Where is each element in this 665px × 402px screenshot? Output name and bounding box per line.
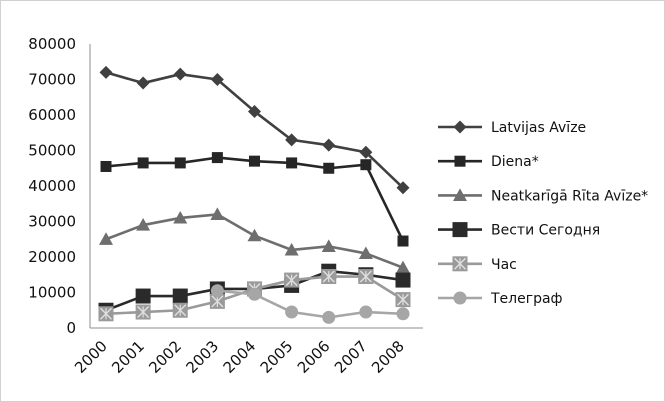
series-line: [105, 71, 404, 189]
data-point-marker: [395, 292, 411, 308]
data-point-marker: [286, 157, 298, 169]
data-point-marker: [397, 235, 409, 247]
data-point-marker: [137, 157, 149, 169]
data-point-marker: [359, 305, 373, 319]
legend-label: Вести Сегодня: [491, 223, 600, 239]
data-point-marker: [209, 293, 225, 309]
y-tick-label: 70000: [28, 71, 76, 89]
data-point-marker: [321, 239, 336, 252]
data-point-marker: [284, 272, 300, 288]
y-tick-label: 50000: [28, 142, 76, 160]
x-tick-label: 2005: [257, 337, 297, 377]
x-tick-label: 2006: [294, 337, 334, 377]
x-tick-label: 2000: [71, 337, 111, 377]
data-point-marker: [210, 207, 225, 220]
legend-item: Час: [438, 256, 517, 273]
data-point-marker: [210, 284, 224, 298]
x-tick-label: 2001: [108, 337, 148, 377]
x-tick-label: 2008: [368, 337, 408, 377]
data-point-marker: [358, 269, 374, 285]
data-point-marker: [174, 157, 186, 169]
legend-label: Latvijas Avīze: [491, 120, 586, 136]
x-tick-label: 2007: [331, 337, 371, 377]
legend-item: Вести Сегодня: [438, 222, 600, 239]
data-point-marker: [321, 269, 337, 285]
data-point-marker: [172, 302, 188, 318]
legend-item: Neatkarīgā Rīta Avīze*: [438, 188, 648, 204]
data-point-marker: [285, 133, 299, 147]
data-point-marker: [359, 145, 373, 159]
data-point-marker: [135, 288, 151, 304]
series-3: [99, 207, 410, 274]
data-point-marker: [396, 181, 410, 195]
data-point-marker: [285, 305, 299, 319]
legend-label: Час: [491, 257, 517, 273]
data-point-marker: [99, 65, 113, 79]
data-point-marker: [172, 288, 188, 304]
x-tick-label: 2004: [220, 337, 260, 377]
data-point-marker: [284, 242, 299, 256]
x-tick-label: 2003: [182, 337, 222, 377]
data-point-marker: [322, 138, 336, 152]
data-point-marker: [248, 287, 261, 301]
y-tick-label: 0: [66, 319, 76, 337]
legend: Latvijas Avīze Diena* Neatkarīgā Rīta Avīz…: [438, 120, 648, 307]
data-point-marker: [452, 222, 468, 238]
legend-label: Neatkarīgā Rīta Avīze*: [491, 188, 648, 204]
series-2: [100, 152, 409, 247]
data-point-marker: [453, 120, 467, 134]
series-line: [105, 156, 405, 242]
x-tick-label: 2002: [145, 337, 185, 377]
y-tick-label: 60000: [28, 106, 76, 124]
data-point-marker: [358, 246, 373, 260]
data-point-marker: [453, 291, 467, 305]
legend-label: Телеграф: [490, 291, 563, 307]
y-tick-label: 40000: [28, 177, 76, 195]
y-tick-label: 80000: [28, 35, 76, 53]
legend-item: Latvijas Avīze: [438, 120, 586, 136]
data-point-marker: [396, 307, 410, 321]
data-point-marker: [98, 306, 114, 322]
data-point-marker: [210, 73, 224, 86]
data-point-marker: [100, 160, 112, 172]
legend-item: Diena*: [438, 154, 539, 170]
data-point-marker: [249, 155, 260, 167]
series-6: [210, 284, 410, 324]
y-axis: 0 10000 20000 30000 40000 50000 60000 70000 8000…: [28, 35, 91, 337]
data-point-marker: [136, 76, 150, 90]
data-point-marker: [173, 210, 188, 224]
data-point-marker: [211, 152, 223, 164]
data-point-marker: [135, 304, 151, 320]
data-point-marker: [360, 159, 372, 171]
y-tick-label: 20000: [28, 248, 76, 266]
data-point-marker: [323, 162, 335, 174]
legend-label: Diena*: [491, 154, 539, 170]
y-tick-label: 30000: [28, 213, 76, 231]
data-point-marker: [395, 272, 411, 288]
plot-area: [98, 65, 411, 324]
data-point-marker: [248, 104, 261, 118]
series-1: [99, 65, 410, 195]
y-tick-label: 10000: [28, 284, 76, 302]
data-point-marker: [99, 232, 113, 245]
data-point-marker: [453, 188, 467, 201]
data-point-marker: [452, 256, 468, 272]
legend-item: Телеграф: [438, 291, 563, 307]
data-point-marker: [247, 228, 262, 242]
data-point-marker: [396, 260, 410, 274]
data-point-marker: [454, 155, 466, 167]
data-point-marker: [173, 67, 187, 81]
data-point-marker: [136, 218, 151, 231]
data-point-marker: [322, 310, 336, 324]
series-line: [217, 289, 404, 319]
